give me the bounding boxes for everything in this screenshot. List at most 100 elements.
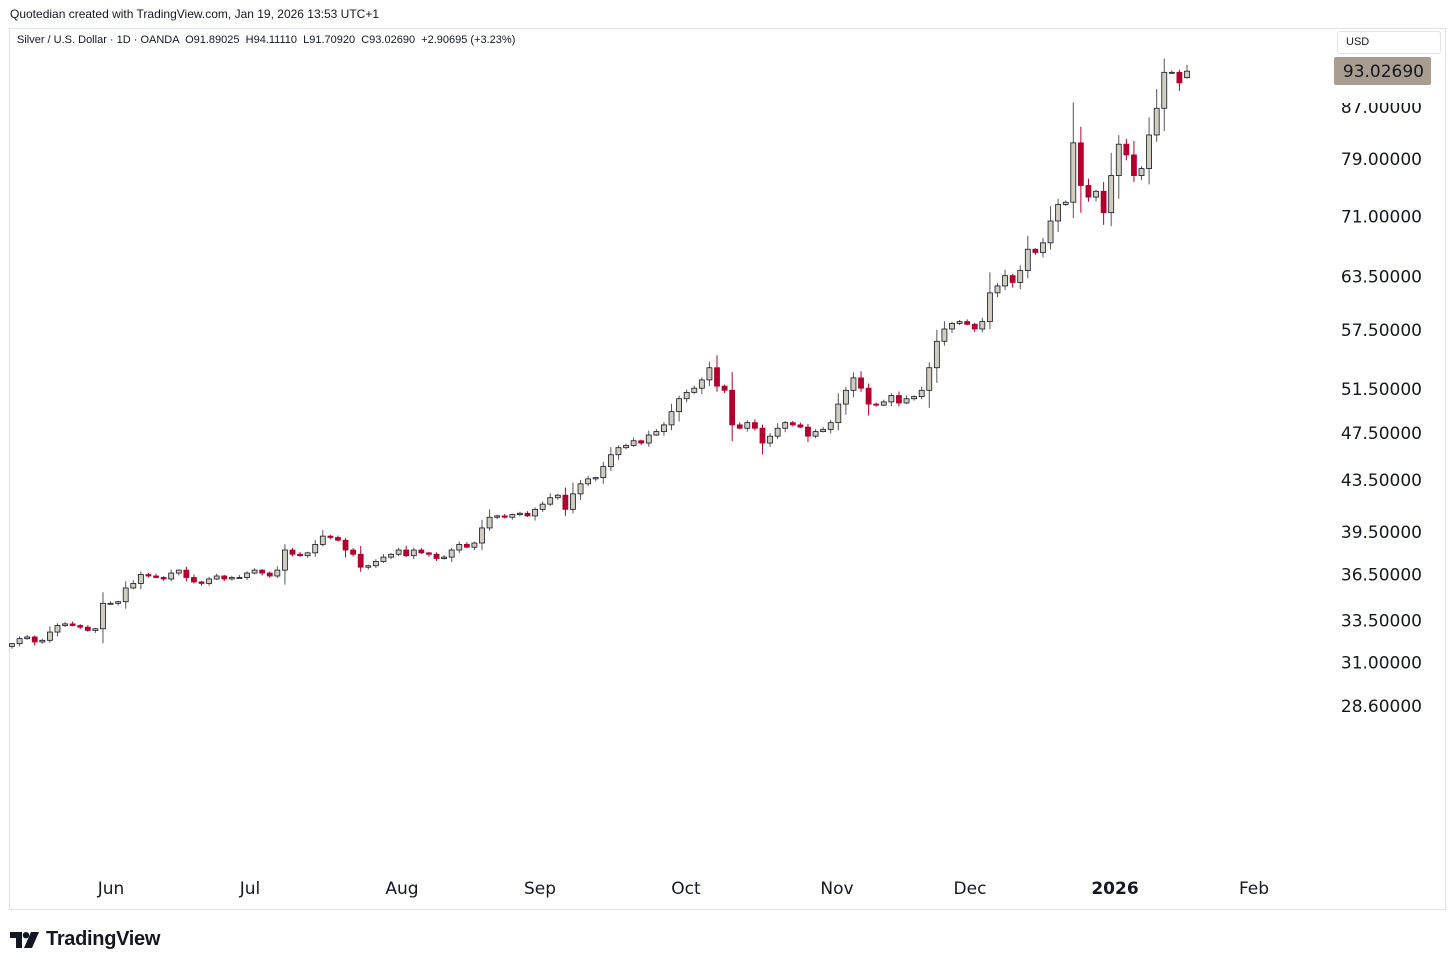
candle-up[interactable] <box>39 638 46 644</box>
candle-down[interactable] <box>1077 126 1084 213</box>
candle-down[interactable] <box>873 402 880 407</box>
candle-up[interactable] <box>1153 89 1160 142</box>
candle-down[interactable] <box>1123 138 1130 161</box>
candle-up[interactable] <box>615 445 622 460</box>
candle-up[interactable] <box>676 395 682 422</box>
candle-up[interactable] <box>744 420 751 432</box>
candle-down[interactable] <box>327 534 334 540</box>
candle-up[interactable] <box>62 622 68 627</box>
candle-up[interactable] <box>441 555 447 560</box>
candle-down[interactable] <box>342 537 349 558</box>
candle-down[interactable] <box>638 439 645 446</box>
candle-up[interactable] <box>767 433 773 447</box>
candle-down[interactable] <box>1176 69 1183 91</box>
candle-up[interactable] <box>1047 206 1054 250</box>
candle-up[interactable] <box>380 554 387 563</box>
candle-down[interactable] <box>259 569 266 576</box>
candle-down[interactable] <box>84 625 91 632</box>
candle-up[interactable] <box>888 393 895 407</box>
candle-up[interactable] <box>850 372 857 398</box>
candle-up[interactable] <box>1184 64 1190 79</box>
candle-up[interactable] <box>137 571 144 590</box>
candle-up[interactable] <box>782 420 789 433</box>
candle-up[interactable] <box>827 419 834 434</box>
candle-up[interactable] <box>585 475 592 486</box>
candle-down[interactable] <box>501 513 508 519</box>
candle-up[interactable] <box>168 569 175 582</box>
candle-up[interactable] <box>698 377 705 395</box>
candle-up[interactable] <box>47 626 53 643</box>
candle-up[interactable] <box>661 422 667 436</box>
candle-down[interactable] <box>797 422 804 429</box>
candle-down[interactable] <box>266 571 273 578</box>
candle-up[interactable] <box>517 511 523 517</box>
candle-down[interactable] <box>289 547 296 557</box>
candle-up[interactable] <box>630 437 637 447</box>
candle-up[interactable] <box>486 509 493 531</box>
candle-down[interactable] <box>69 621 76 627</box>
candle-down[interactable] <box>418 548 425 555</box>
candle-up[interactable] <box>213 573 220 580</box>
candle-up[interactable] <box>206 576 212 586</box>
candle-up[interactable] <box>319 529 326 547</box>
candle-up[interactable] <box>903 395 910 405</box>
candle-up[interactable] <box>456 541 463 553</box>
candle-down[interactable] <box>805 423 811 443</box>
candle-down[interactable] <box>789 421 796 427</box>
candle-down[interactable] <box>183 566 190 582</box>
candle-up[interactable] <box>107 601 114 605</box>
candle-up[interactable] <box>1138 166 1145 181</box>
candle-up[interactable] <box>236 575 243 579</box>
candle-up[interactable] <box>365 564 372 570</box>
candle-up[interactable] <box>880 399 887 407</box>
candle-up[interactable] <box>835 393 842 431</box>
candle-up[interactable] <box>812 429 819 439</box>
candle-up[interactable] <box>570 482 576 514</box>
candle-up[interactable] <box>1146 117 1152 185</box>
candle-up[interactable] <box>987 272 993 329</box>
candle-down[interactable] <box>729 372 736 442</box>
candle-up[interactable] <box>911 395 917 401</box>
candle-up[interactable] <box>683 389 690 403</box>
candle-down[interactable] <box>1131 140 1137 182</box>
candle-up[interactable] <box>706 361 713 387</box>
candle-up[interactable] <box>471 541 478 550</box>
candle-up[interactable] <box>956 319 963 326</box>
candle-down[interactable] <box>145 572 152 578</box>
candle-up[interactable] <box>92 627 99 633</box>
candle-down[interactable] <box>221 574 228 582</box>
candle-up[interactable] <box>539 501 546 512</box>
candle-up[interactable] <box>1002 269 1008 291</box>
candle-down[interactable] <box>403 545 410 558</box>
candle-up[interactable] <box>645 430 652 447</box>
candle-down[interactable] <box>759 424 766 455</box>
candle-up[interactable] <box>282 544 288 585</box>
candle-up[interactable] <box>100 592 106 644</box>
candle-up[interactable] <box>251 568 258 575</box>
candle-up[interactable] <box>774 423 781 439</box>
candle-up[interactable] <box>54 623 61 637</box>
candle-up[interactable] <box>494 514 501 520</box>
candle-up[interactable] <box>1024 235 1031 279</box>
candle-up[interactable] <box>122 581 129 609</box>
candle-down[interactable] <box>153 573 159 579</box>
candle-up[interactable] <box>979 317 986 333</box>
candle-up[interactable] <box>1115 135 1122 199</box>
candle-up[interactable] <box>1161 58 1168 132</box>
candle-up[interactable] <box>410 547 417 560</box>
candle-up[interactable] <box>388 553 394 560</box>
candle-up[interactable] <box>577 479 584 501</box>
candle-up[interactable] <box>994 283 1001 298</box>
candle-up[interactable] <box>274 566 281 579</box>
candle-up[interactable] <box>1017 265 1024 290</box>
candle-down[interactable] <box>160 576 167 581</box>
candle-up[interactable] <box>115 600 122 606</box>
candle-down[interactable] <box>721 384 728 394</box>
candle-up[interactable] <box>9 642 15 649</box>
candle-down[interactable] <box>858 371 864 392</box>
candle-up[interactable] <box>175 569 182 576</box>
candle-down[interactable] <box>1100 181 1107 225</box>
candle-down[interactable] <box>1085 178 1092 202</box>
candle-up[interactable] <box>592 476 599 482</box>
